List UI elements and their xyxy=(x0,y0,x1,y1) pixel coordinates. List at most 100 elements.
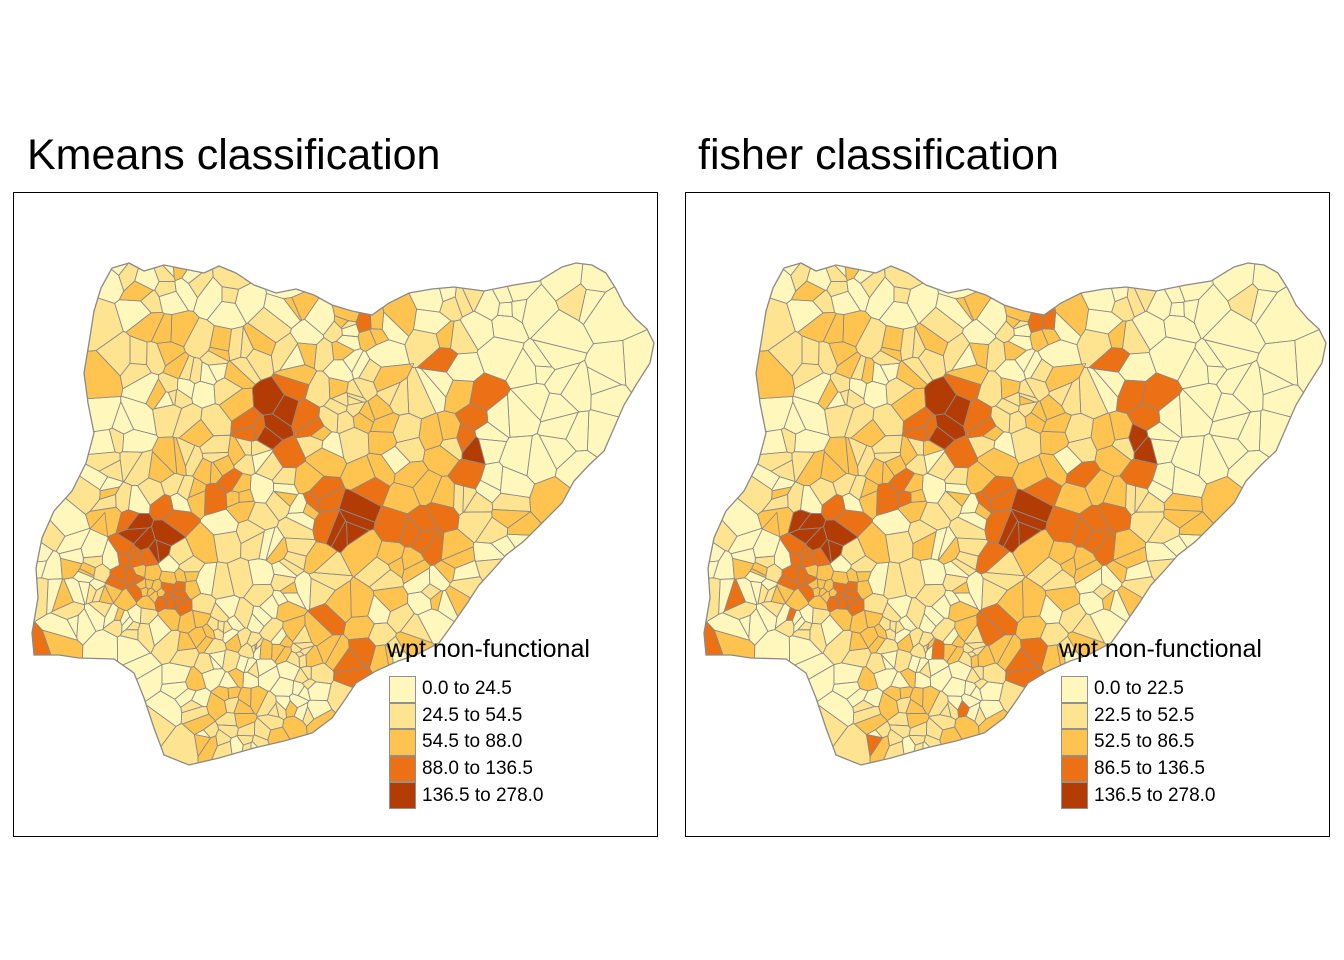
lga-polygon xyxy=(128,485,151,514)
lga-polygon xyxy=(1111,437,1135,461)
choropleth-map-kmeans xyxy=(31,262,655,766)
lga-polygon xyxy=(393,413,422,443)
lga-polygon xyxy=(271,644,286,662)
lga-border xyxy=(806,578,819,590)
lga-polygon xyxy=(222,628,239,644)
lga-border xyxy=(249,740,280,765)
lga-polygon xyxy=(1232,360,1264,412)
lga-polygon xyxy=(1094,445,1132,477)
lga-border xyxy=(1254,263,1326,345)
lga-polygon xyxy=(779,533,807,555)
lga-polygon xyxy=(818,341,838,375)
legend-label: 22.5 to 52.5 xyxy=(1094,704,1195,726)
lga-polygon xyxy=(797,312,837,343)
lga-polygon xyxy=(133,526,156,551)
legend-item: 88.0 to 136.5 xyxy=(389,755,590,783)
lga-polygon xyxy=(1124,560,1152,581)
legend-title: wpt non-functional xyxy=(387,635,590,663)
lga-border xyxy=(1129,511,1165,544)
lga-border xyxy=(914,322,949,357)
lga-border xyxy=(303,541,338,575)
lga-polygon xyxy=(147,587,156,597)
lga-polygon xyxy=(226,501,256,523)
lga-polygon xyxy=(174,278,198,312)
lga-polygon xyxy=(815,690,854,727)
lga-polygon xyxy=(957,512,987,531)
lga-polygon xyxy=(191,593,216,615)
lga-polygon xyxy=(219,388,254,422)
lga-polygon xyxy=(915,584,946,607)
lga-polygon xyxy=(163,592,174,603)
lga-polygon xyxy=(291,398,320,434)
lga-border xyxy=(1052,445,1083,475)
lga-polygon xyxy=(447,458,486,489)
lga-polygon xyxy=(297,342,317,369)
lga-polygon xyxy=(191,688,211,707)
lga-border xyxy=(774,537,792,571)
lga-polygon xyxy=(805,526,828,551)
lga-polygon xyxy=(836,595,848,610)
lga-polygon xyxy=(948,661,972,681)
lga-polygon xyxy=(787,481,804,513)
lga-polygon xyxy=(158,554,180,573)
lga-border xyxy=(954,296,975,322)
lga-polygon xyxy=(151,630,181,665)
legend-item: 24.5 to 54.5 xyxy=(389,702,590,730)
lga-polygon xyxy=(1022,576,1046,618)
lga-polygon xyxy=(898,501,928,523)
lga-polygon xyxy=(993,431,1016,459)
lga-border xyxy=(255,636,264,651)
lga-border xyxy=(193,729,212,739)
lga-border xyxy=(85,506,122,538)
lga-polygon xyxy=(1111,296,1135,322)
lga-polygon xyxy=(1134,486,1149,513)
lga-polygon xyxy=(760,601,784,618)
lga-border xyxy=(174,598,193,617)
lga-border xyxy=(271,643,286,663)
lga-polygon xyxy=(879,301,919,330)
lga-polygon xyxy=(1129,511,1164,543)
lga-polygon xyxy=(887,712,909,726)
lga-polygon xyxy=(1005,647,1039,673)
lga-polygon xyxy=(252,449,273,474)
lga-polygon xyxy=(450,319,478,354)
lga-border xyxy=(127,545,142,561)
lga-polygon xyxy=(168,389,177,406)
legend-item: 52.5 to 86.5 xyxy=(1061,729,1262,756)
lga-polygon xyxy=(368,394,394,420)
lga-polygon xyxy=(1085,309,1123,334)
lga-polygon xyxy=(305,447,347,478)
lga-polygon xyxy=(174,596,186,609)
lga-polygon xyxy=(931,638,945,660)
lga-polygon xyxy=(90,494,117,512)
lga-polygon xyxy=(843,310,872,347)
lga-polygon xyxy=(792,396,829,436)
lga-border xyxy=(873,668,898,693)
lga-polygon xyxy=(233,455,256,476)
lga-polygon xyxy=(389,377,409,416)
lga-polygon xyxy=(179,419,214,448)
lga-polygon xyxy=(158,372,178,393)
lga-polygon xyxy=(194,734,211,757)
lga-polygon xyxy=(117,527,149,544)
lga-border xyxy=(32,396,122,442)
lga-border xyxy=(307,603,347,636)
lga-polygon xyxy=(965,642,987,650)
lga-polygon xyxy=(263,413,294,441)
legend-label: 136.5 to 278.0 xyxy=(422,784,544,806)
lga-polygon xyxy=(809,623,827,654)
lga-polygon xyxy=(1146,422,1181,442)
lga-polygon xyxy=(931,527,948,561)
lga-polygon xyxy=(774,620,794,637)
lga-polygon xyxy=(1212,393,1251,422)
lga-polygon xyxy=(1252,263,1326,293)
lga-border xyxy=(1094,445,1132,477)
lga-polygon xyxy=(132,564,146,578)
lga-polygon xyxy=(294,702,308,722)
lga-polygon xyxy=(812,607,830,624)
lga-border xyxy=(712,550,735,580)
lga-polygon xyxy=(272,467,297,485)
lga-polygon xyxy=(789,635,823,668)
lga-polygon xyxy=(975,502,992,520)
lga-polygon xyxy=(918,348,946,381)
